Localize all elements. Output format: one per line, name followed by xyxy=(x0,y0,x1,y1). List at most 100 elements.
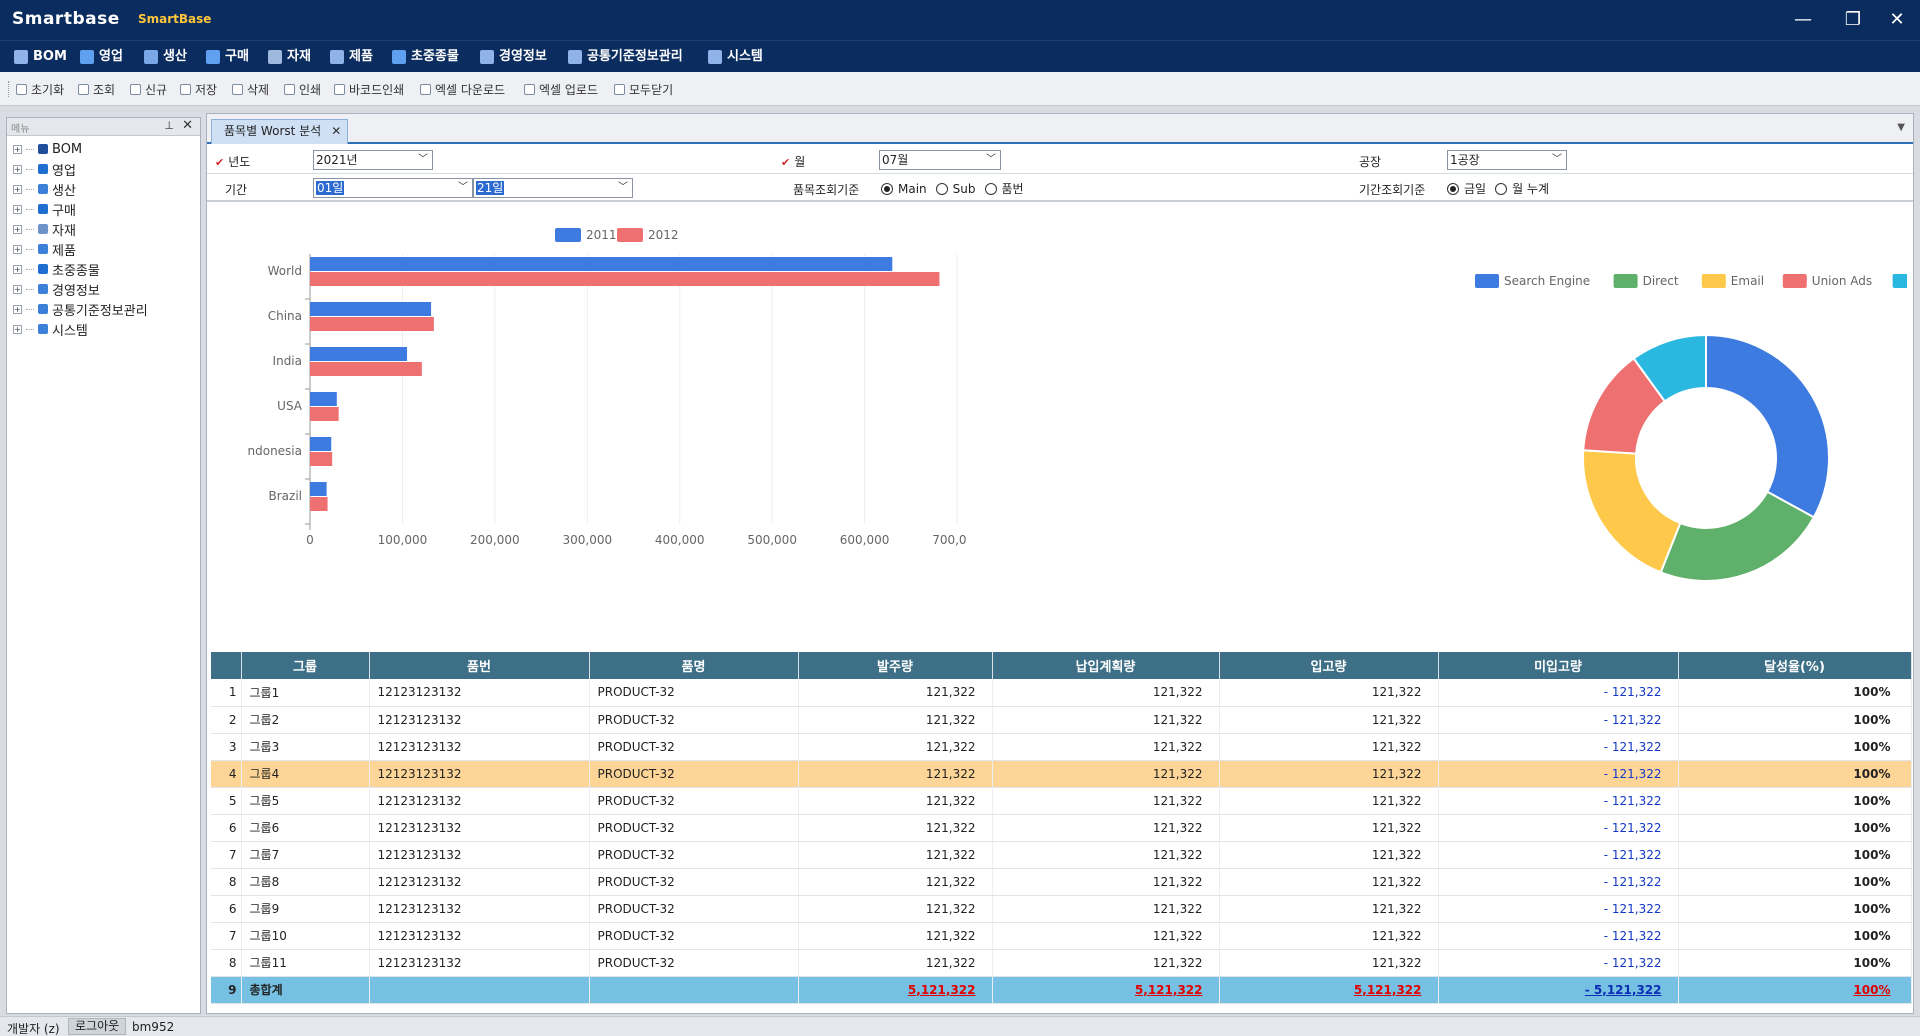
tree-item[interactable]: + 구매 xyxy=(13,200,76,219)
cell-index[interactable]: 3 xyxy=(211,733,242,761)
cell-part-no[interactable]: 12123123132 xyxy=(369,733,590,761)
col-header-part-name[interactable]: 품명 xyxy=(589,652,799,679)
menu-item[interactable]: 시스템 xyxy=(708,47,763,67)
expand-icon[interactable]: + xyxy=(13,324,22,334)
toolbar-button[interactable]: 엑셀 다운로드 xyxy=(420,81,505,98)
col-header-part-no[interactable]: 품번 xyxy=(369,652,590,679)
tab-close-icon[interactable]: ✕ xyxy=(331,124,342,138)
cell-part-no[interactable]: 12123123132 xyxy=(369,868,590,896)
tree-item[interactable]: + BOM xyxy=(13,140,82,158)
cell-group[interactable]: 그룹4 xyxy=(241,760,370,788)
tree-item[interactable]: + 영업 xyxy=(13,160,76,179)
total-row[interactable]: 9 총합계 5,121,322 5,121,322 5,121,322- 5,121,3… xyxy=(211,976,1912,1004)
table-row[interactable]: 3 그룹3 12123123132 PRODUCT-32 121,322 121,322 1… xyxy=(211,733,1912,761)
cell-rate[interactable]: 100% xyxy=(1678,814,1912,842)
cell-unreceived-qty[interactable]: - 121,322 xyxy=(1438,787,1679,815)
tab-worst-analysis[interactable]: 품목별 Worst 분석 ✕ xyxy=(211,119,349,144)
table-row[interactable]: 5 그룹5 12123123132 PRODUCT-32 121,322 121,322 1… xyxy=(211,787,1912,815)
menu-item[interactable]: 공통기준정보관리 xyxy=(568,47,683,67)
expand-icon[interactable]: + xyxy=(13,264,22,274)
cell-received-qty[interactable]: 121,322 xyxy=(1219,949,1439,977)
cell-order-qty[interactable]: 121,322 xyxy=(798,949,993,977)
menu-item[interactable]: 제품 xyxy=(330,47,373,67)
cell-received-qty[interactable]: 121,322 xyxy=(1219,814,1439,842)
toolbar-button[interactable]: 조회 xyxy=(78,81,115,98)
cell-part-no[interactable]: 12123123132 xyxy=(369,787,590,815)
expand-icon[interactable]: + xyxy=(13,284,22,294)
pin-icon[interactable]: ⊥ xyxy=(164,119,174,132)
table-row[interactable]: 4 그룹4 12123123132 PRODUCT-32 121,322 121,322 1… xyxy=(211,760,1912,788)
tree-item[interactable]: + 자재 xyxy=(13,220,76,239)
col-header-plan-qty[interactable]: 납입계획량 xyxy=(992,652,1220,679)
menu-item[interactable]: 영업 xyxy=(80,47,123,67)
cell-part-name[interactable]: PRODUCT-32 xyxy=(589,787,799,815)
col-header-received-qty[interactable]: 입고량 xyxy=(1219,652,1439,679)
cell-unreceived-qty[interactable]: - 121,322 xyxy=(1438,706,1679,734)
cell-part-name[interactable]: PRODUCT-32 xyxy=(589,814,799,842)
table-row[interactable]: 6 그룹9 12123123132 PRODUCT-32 121,322 121,322 1… xyxy=(211,895,1912,923)
cell-group[interactable]: 그룹6 xyxy=(241,814,370,842)
cell-unreceived-qty[interactable]: - 121,322 xyxy=(1438,922,1679,950)
cell-rate[interactable]: 100% xyxy=(1678,706,1912,734)
cell-unreceived-qty[interactable]: - 121,322 xyxy=(1438,679,1679,707)
table-row[interactable]: 6 그룹6 12123123132 PRODUCT-32 121,322 121,322 1… xyxy=(211,814,1912,842)
expand-icon[interactable]: + xyxy=(13,164,22,174)
cell-part-no[interactable]: 12123123132 xyxy=(369,679,590,707)
total-index[interactable]: 9 xyxy=(211,976,242,1004)
cell-index[interactable]: 8 xyxy=(211,949,242,977)
total-plan-qty[interactable]: 5,121,322 xyxy=(992,976,1220,1004)
col-header-group[interactable]: 그룹 xyxy=(241,652,370,679)
expand-icon[interactable]: + xyxy=(13,244,22,254)
cell-plan-qty[interactable]: 121,322 xyxy=(992,868,1220,896)
cell-part-name[interactable]: PRODUCT-32 xyxy=(589,760,799,788)
tree-item[interactable]: + 초중종물 xyxy=(13,260,100,279)
expand-icon[interactable]: + xyxy=(13,144,22,154)
item-basis-radio-main[interactable] xyxy=(881,182,893,195)
table-row[interactable]: 7 그룹7 12123123132 PRODUCT-32 121,322 121,322 1… xyxy=(211,841,1912,869)
close-window-button[interactable]: ✕ xyxy=(1889,9,1905,30)
menu-item[interactable]: 초중종물 xyxy=(392,47,459,67)
cell-received-qty[interactable]: 121,322 xyxy=(1219,706,1439,734)
cell-order-qty[interactable]: 121,322 xyxy=(798,922,993,950)
cell-rate[interactable]: 100% xyxy=(1678,679,1912,707)
cell-order-qty[interactable]: 121,322 xyxy=(798,787,993,815)
cell-order-qty[interactable]: 121,322 xyxy=(798,679,993,707)
total-empty[interactable] xyxy=(369,976,590,1004)
expand-icon[interactable]: + xyxy=(13,224,22,234)
cell-order-qty[interactable]: 121,322 xyxy=(798,706,993,734)
cell-part-name[interactable]: PRODUCT-32 xyxy=(589,733,799,761)
col-header-unreceived-qty[interactable]: 미입고량 xyxy=(1438,652,1679,679)
cell-received-qty[interactable]: 121,322 xyxy=(1219,868,1439,896)
logout-button[interactable]: 로그아웃 xyxy=(68,1018,127,1035)
menu-item[interactable]: 경영정보 xyxy=(480,47,547,67)
cell-part-name[interactable]: PRODUCT-32 xyxy=(589,679,799,707)
cell-plan-qty[interactable]: 121,322 xyxy=(992,949,1220,977)
cell-part-name[interactable]: PRODUCT-32 xyxy=(589,922,799,950)
cell-plan-qty[interactable]: 121,322 xyxy=(992,841,1220,869)
total-empty[interactable] xyxy=(589,976,799,1004)
cell-received-qty[interactable]: 121,322 xyxy=(1219,787,1439,815)
cell-part-no[interactable]: 12123123132 xyxy=(369,706,590,734)
item-basis-radio-sub[interactable] xyxy=(935,182,948,195)
col-header-order-qty[interactable]: 발주량 xyxy=(798,652,993,679)
tree-item[interactable]: + 생산 xyxy=(13,180,76,199)
tree-item[interactable]: + 시스템 xyxy=(13,320,88,339)
cell-received-qty[interactable]: 121,322 xyxy=(1219,760,1439,788)
cell-unreceived-qty[interactable]: - 121,322 xyxy=(1438,733,1679,761)
cell-group[interactable]: 그룹1 xyxy=(241,679,370,707)
close-icon[interactable]: ✕ xyxy=(182,118,193,133)
total-rate[interactable]: 100% xyxy=(1678,976,1912,1004)
cell-plan-qty[interactable]: 121,322 xyxy=(992,760,1220,788)
cell-received-qty[interactable]: 121,322 xyxy=(1219,841,1439,869)
cell-index[interactable]: 5 xyxy=(211,787,242,815)
toolbar-button[interactable]: 삭제 xyxy=(232,81,269,98)
cell-group[interactable]: 그룹2 xyxy=(241,706,370,734)
toolbar-button[interactable]: 신규 xyxy=(130,81,167,98)
table-row[interactable]: 8 그룹8 12123123132 PRODUCT-32 121,322 121,322 1… xyxy=(211,868,1912,896)
toolbar-button[interactable]: 초기화 xyxy=(16,81,64,98)
period-basis-radio-monthly[interactable] xyxy=(1495,182,1508,195)
cell-index[interactable]: 4 xyxy=(211,760,242,788)
cell-unreceived-qty[interactable]: - 121,322 xyxy=(1438,841,1679,869)
cell-plan-qty[interactable]: 121,322 xyxy=(992,895,1220,923)
cell-group[interactable]: 그룹8 xyxy=(241,868,370,896)
